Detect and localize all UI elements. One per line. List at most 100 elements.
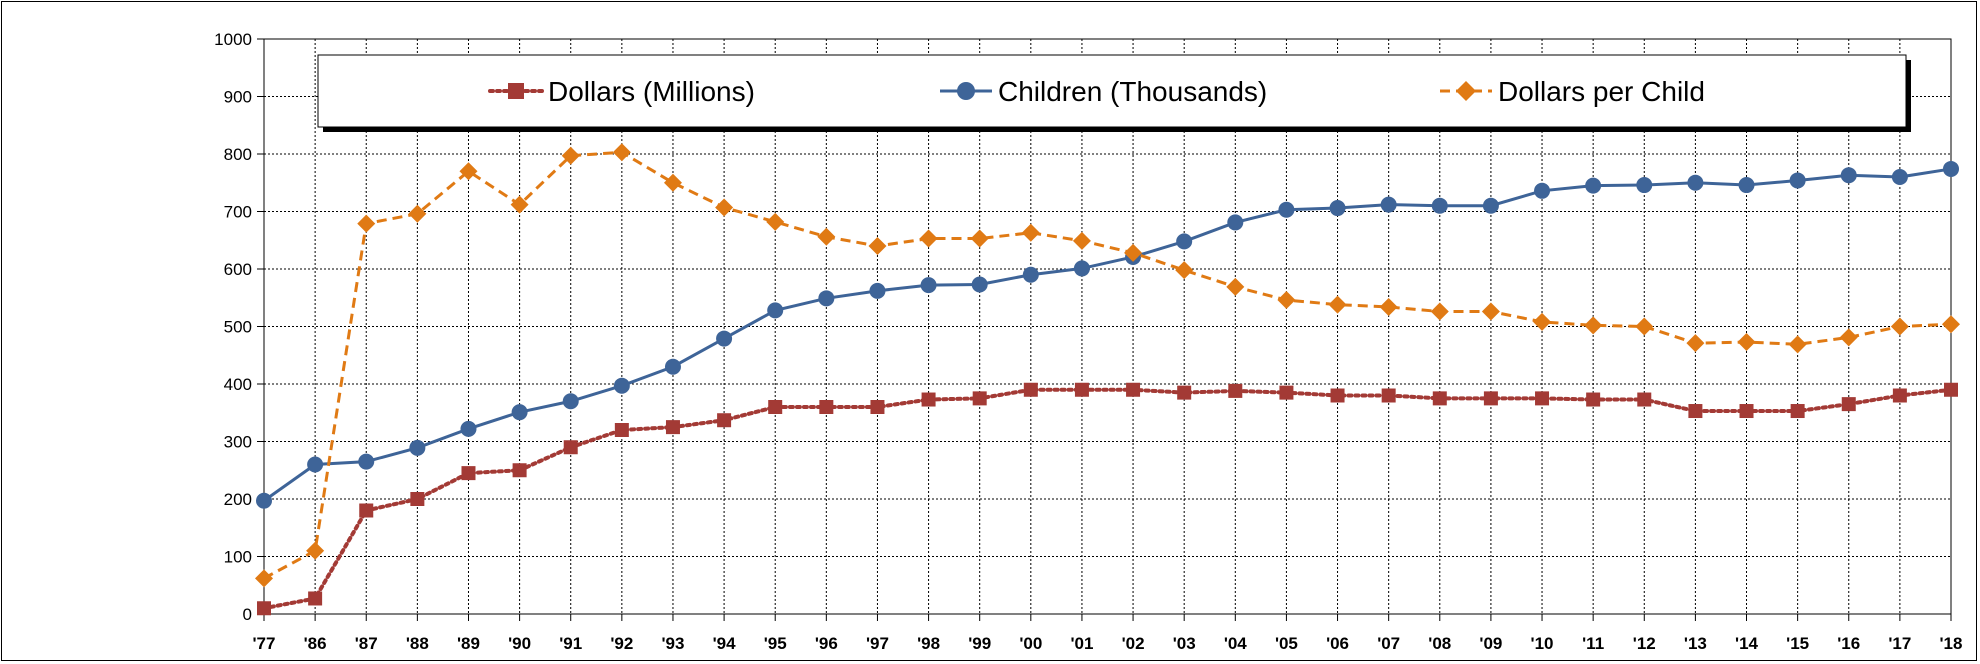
x-tick-label: '00 xyxy=(1019,634,1042,653)
data-point xyxy=(1379,297,1398,316)
data-point xyxy=(1738,177,1755,194)
data-point xyxy=(612,143,631,162)
data-point xyxy=(410,492,425,506)
x-tick-label: '17 xyxy=(1888,634,1911,653)
x-tick-label: '92 xyxy=(610,634,633,653)
data-point xyxy=(256,492,272,509)
data-point xyxy=(818,290,835,307)
data-point xyxy=(1482,197,1499,214)
x-tick-label: '89 xyxy=(457,634,480,653)
legend-marker xyxy=(1456,81,1476,101)
data-point xyxy=(614,423,629,437)
series-2 xyxy=(255,143,1960,588)
legend-marker xyxy=(957,82,975,100)
data-point xyxy=(561,146,580,165)
data-point xyxy=(920,277,937,294)
data-point xyxy=(1586,392,1601,407)
data-point xyxy=(512,463,527,478)
data-point xyxy=(1228,383,1243,398)
data-point xyxy=(255,569,273,588)
data-point xyxy=(1636,177,1653,194)
data-point xyxy=(1839,328,1858,347)
data-point xyxy=(460,420,477,437)
x-tick-label: '08 xyxy=(1428,634,1451,653)
data-point xyxy=(1534,182,1551,199)
y-tick-label: 200 xyxy=(224,490,252,509)
data-point xyxy=(1535,391,1550,406)
data-point xyxy=(1943,160,1959,177)
data-point xyxy=(1329,200,1346,217)
x-tick-label: '03 xyxy=(1173,634,1196,653)
data-point xyxy=(1739,404,1754,419)
x-tick-label: '11 xyxy=(1582,634,1604,653)
data-point xyxy=(817,227,836,246)
data-point xyxy=(1277,291,1296,310)
x-tick-label: '88 xyxy=(406,634,429,653)
data-point xyxy=(868,237,887,255)
legend-entry-0: Dollars (Millions) xyxy=(488,76,755,107)
legend-label: Dollars per Child xyxy=(1498,76,1705,107)
data-point xyxy=(358,453,375,470)
y-axis: 0 100 200 300 400 500 600 700 800 900 1000 xyxy=(214,30,264,624)
data-point xyxy=(1635,317,1654,336)
data-point xyxy=(1022,266,1039,283)
y-tick-label: 400 xyxy=(224,375,252,394)
x-tick-label: '15 xyxy=(1786,634,1809,653)
data-point xyxy=(1585,177,1602,194)
data-point xyxy=(257,601,271,616)
data-point xyxy=(1533,312,1552,331)
data-point xyxy=(1688,404,1703,419)
data-point xyxy=(1074,382,1089,397)
data-point xyxy=(1124,243,1143,262)
x-tick-label: '18 xyxy=(1940,634,1963,653)
data-point xyxy=(663,173,682,192)
data-point xyxy=(307,456,324,473)
data-point xyxy=(1328,295,1347,314)
series-line xyxy=(263,150,1952,580)
legend-entry-2: Dollars per Child xyxy=(1440,76,1705,107)
data-point xyxy=(1942,315,1960,334)
data-point xyxy=(1381,388,1396,403)
y-tick-label: 900 xyxy=(224,88,252,107)
data-point xyxy=(1072,231,1091,250)
series-layer xyxy=(255,143,1960,616)
data-point xyxy=(1841,397,1856,412)
data-point xyxy=(1177,385,1192,400)
data-point xyxy=(1840,167,1857,184)
x-tick-label: '04 xyxy=(1224,634,1247,653)
data-point xyxy=(1073,260,1090,277)
x-tick-label: '99 xyxy=(968,634,991,653)
x-tick-label: '91 xyxy=(559,634,582,653)
legend: Dollars (Millions) Children (Thousands) Do… xyxy=(317,54,1911,132)
data-point xyxy=(1789,172,1806,189)
data-point xyxy=(870,400,885,414)
x-tick-label: '95 xyxy=(764,634,787,653)
x-tick-label: '93 xyxy=(661,634,684,653)
data-point xyxy=(921,392,936,407)
y-tick-label: 100 xyxy=(224,548,252,567)
data-point xyxy=(716,330,733,347)
data-point xyxy=(971,276,988,293)
x-axis: '77 '86 '87 '88 '89 '90 '91 '92 '93 '94 '95 '96 '97 '… xyxy=(253,614,1963,653)
x-tick-label: '09 xyxy=(1479,634,1502,653)
data-point xyxy=(1023,382,1038,397)
y-tick-label: 0 xyxy=(243,605,252,624)
x-tick-label: '97 xyxy=(866,634,889,653)
data-point xyxy=(919,229,938,248)
legend-box xyxy=(317,54,1907,128)
data-point xyxy=(1481,302,1500,321)
data-point xyxy=(819,400,834,414)
data-point xyxy=(1226,277,1245,296)
data-point xyxy=(1788,335,1807,354)
series-1 xyxy=(256,160,1959,509)
data-point xyxy=(1584,316,1603,335)
data-point xyxy=(1432,391,1447,406)
data-point xyxy=(1021,223,1040,242)
data-point xyxy=(357,214,376,233)
data-point xyxy=(717,413,732,428)
legend-marker xyxy=(508,83,524,99)
data-point xyxy=(1279,385,1294,400)
x-tick-label: '12 xyxy=(1633,634,1656,653)
x-tick-label: '07 xyxy=(1377,634,1400,653)
